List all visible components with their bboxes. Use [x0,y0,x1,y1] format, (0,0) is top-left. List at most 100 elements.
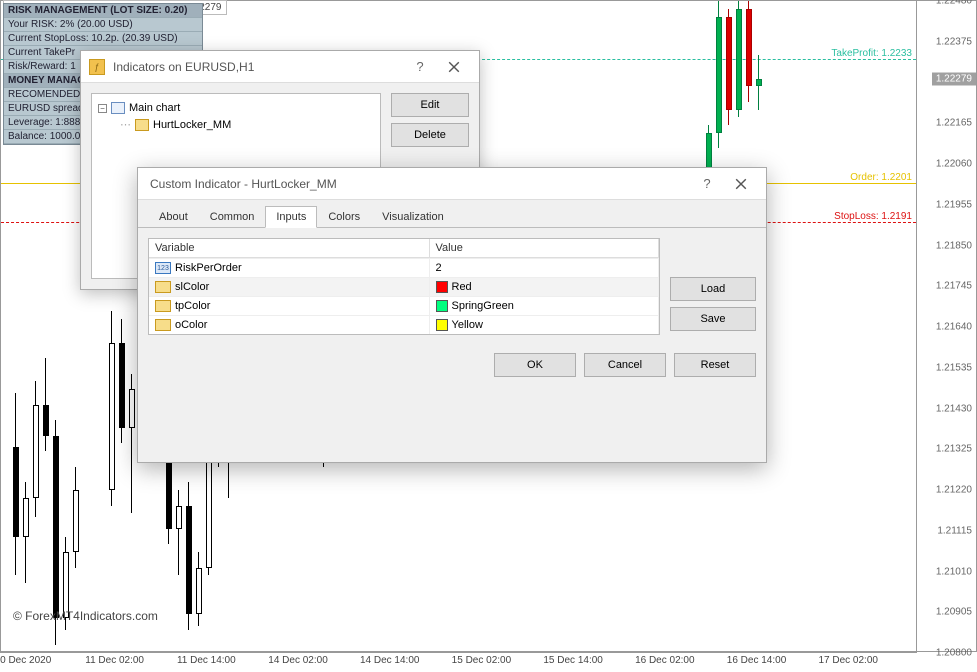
candle [726,9,732,125]
tab-inputs[interactable]: Inputs [265,206,317,228]
param-name: slColor [175,281,209,293]
param-value: Red [452,281,472,293]
y-tick: 1.21640 [936,322,972,333]
tree-main-chart[interactable]: − Main chart [98,100,374,116]
x-tick: 14 Dec 14:00 [360,655,420,666]
candle [736,1,742,117]
ok-button[interactable]: OK [494,353,576,377]
y-tick: 1.22165 [936,118,972,129]
tp-label: TakeProfit: 1.2233 [831,48,912,59]
chart-icon [111,102,125,114]
watermark: © ForexMT4Indicators.com [13,609,158,623]
candle [176,490,182,575]
tree-indicator-label: HurtLocker_MM [153,119,231,131]
x-tick: 15 Dec 02:00 [452,655,512,666]
collapse-icon[interactable]: − [98,104,107,113]
y-tick: 1.21220 [936,485,972,496]
indicators-titlebar[interactable]: ƒ Indicators on EURUSD,H1 ? [81,51,479,83]
y-tick: 1.20905 [936,607,972,618]
candle [716,1,722,148]
close-icon [735,178,747,190]
load-button[interactable]: Load [670,277,756,301]
x-tick: 16 Dec 14:00 [727,655,787,666]
y-tick: 1.21955 [936,199,972,210]
x-axis: 10 Dec 2020 11 Dec 02:00 11 Dec 14:00 14 De… [0,652,917,672]
candle [129,374,135,514]
candle [109,311,115,505]
param-row[interactable]: 123 RiskPerOrder 2 [149,258,659,277]
candle [23,482,29,583]
x-tick: 17 Dec 02:00 [818,655,878,666]
y-axis: 1.224801.223751.222701.221651.220601.219… [917,0,977,652]
tab-visualization[interactable]: Visualization [371,206,455,227]
x-tick: 10 Dec 2020 [0,655,51,666]
candle [13,393,19,575]
param-name: tpColor [175,300,210,312]
y-tick: 1.22480 [936,0,972,7]
cancel-button[interactable]: Cancel [584,353,666,377]
close-button[interactable] [437,55,471,79]
candle [186,482,192,629]
param-row[interactable]: slColor Red [149,277,659,296]
info-cur-sl: Current StopLoss: 10.2p. (20.39 USD) [4,32,202,46]
candle [119,319,125,443]
candle [196,552,202,626]
candle [746,1,752,102]
x-tick: 14 Dec 02:00 [268,655,328,666]
y-tick: 1.21850 [936,240,972,251]
param-value: 2 [436,262,442,274]
y-tick: 1.21010 [936,566,972,577]
tree-main-label: Main chart [129,102,180,114]
param-row[interactable]: tpColor SpringGreen [149,296,659,315]
reset-button[interactable]: Reset [674,353,756,377]
info-your-risk: Your RISK: 2% (20.00 USD) [4,18,202,32]
y-tick: 1.22375 [936,36,972,47]
param-name: RiskPerOrder [175,262,242,274]
edit-button[interactable]: Edit [391,93,469,117]
candle [756,55,762,109]
candle [73,467,79,568]
delete-button[interactable]: Delete [391,123,469,147]
x-tick: 16 Dec 02:00 [635,655,695,666]
color-swatch [436,319,448,331]
tab-colors[interactable]: Colors [317,206,371,227]
y-tick: 1.21535 [936,362,972,373]
sl-label: StopLoss: 1.2191 [834,211,912,222]
close-icon [448,61,460,73]
x-tick: 11 Dec 02:00 [85,655,144,666]
save-button[interactable]: Save [670,307,756,331]
candle [43,358,49,451]
column-variable: Variable [149,239,430,258]
color-param-icon [155,281,171,293]
y-tick: 1.21745 [936,281,972,292]
close-button[interactable] [724,172,758,196]
tree-indicator-item[interactable]: ⋯ HurtLocker_MM [120,116,374,133]
y-tick: 1.21325 [936,444,972,455]
y-tick: 1.21115 [937,525,972,536]
inputs-grid[interactable]: Variable Value 123RiskPerOrder2slColorRe… [148,238,660,335]
color-param-icon [155,300,171,312]
tabs: AboutCommonInputsColorsVisualization [138,200,766,228]
y-tick: 1.20800 [936,648,972,659]
help-button[interactable]: ? [690,172,724,196]
x-tick: 15 Dec 14:00 [543,655,603,666]
param-value: SpringGreen [452,300,514,312]
color-param-icon [155,319,171,331]
custom-indicator-title: Custom Indicator - HurtLocker_MM [146,177,690,191]
price-marker: 1.22279 [932,73,976,86]
help-button[interactable]: ? [403,55,437,79]
custom-indicator-titlebar[interactable]: Custom Indicator - HurtLocker_MM ? [138,168,766,200]
custom-indicator-window[interactable]: Custom Indicator - HurtLocker_MM ? About… [137,167,767,463]
tab-common[interactable]: Common [199,206,266,227]
color-swatch [436,300,448,312]
x-tick: 11 Dec 14:00 [177,655,236,666]
tab-about[interactable]: About [148,206,199,227]
param-name: oColor [175,319,207,331]
info-risk-mgmt: RISK MANAGEMENT (LOT SIZE: 0.20) [4,4,202,18]
indicators-icon: ƒ [89,59,105,75]
number-icon: 123 [155,262,171,274]
color-swatch [436,281,448,293]
indicator-icon [135,119,149,131]
y-tick: 1.22060 [936,159,972,170]
param-row[interactable]: oColorYellow [149,315,659,334]
